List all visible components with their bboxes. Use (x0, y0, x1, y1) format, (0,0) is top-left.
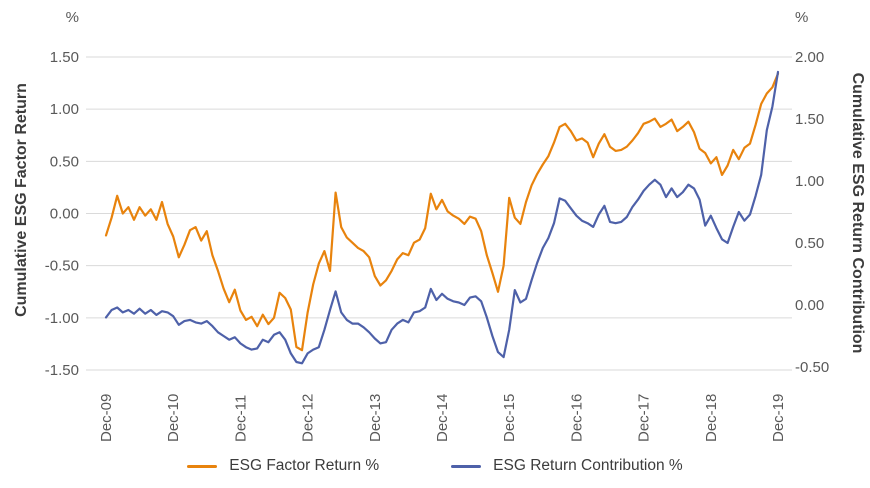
x-axis-tick: Dec-11 (232, 395, 249, 442)
x-axis-tick: Dec-18 (703, 394, 720, 442)
x-axis-tick: Dec-14 (434, 394, 451, 442)
esg-return-contribution-line-icon (451, 464, 482, 468)
left-axis-tick: -1.00 (45, 310, 79, 327)
esg-factor-return-line (104, 72, 780, 352)
left-axis-tick: 0.00 (50, 206, 79, 223)
left-axis-tick: -1.50 (45, 362, 79, 379)
x-axis-tick: Dec-13 (367, 394, 384, 442)
legend-label-esg-factor-return: ESG Factor Return % (229, 457, 380, 474)
x-axis-tick: Dec-17 (636, 394, 653, 442)
right-axis-title: Cumulative ESG Return Contribution (849, 73, 866, 354)
x-axis-tick: Dec-16 (568, 394, 585, 442)
left-axis-tick: 1.00 (50, 101, 79, 118)
legend-label-esg-return-contribution: ESG Return Contribution % (493, 457, 683, 474)
right-axis-tick-labels: 2.00 1.50 1.00 0.50 0.00 -0.50 (795, 49, 829, 376)
left-axis-tick: 0.50 (50, 153, 79, 170)
legend-item-esg-return-contribution: ESG Return Contribution % (451, 457, 683, 475)
series-lines (104, 70, 780, 365)
left-axis-unit: % (66, 9, 79, 26)
x-axis-tick: Dec-15 (501, 394, 518, 442)
x-axis-tick: Dec-09 (98, 394, 115, 442)
x-axis-tick: Dec-10 (165, 394, 182, 442)
legend-item-esg-factor-return: ESG Factor Return % (187, 457, 379, 475)
right-axis-tick: 1.50 (795, 111, 824, 128)
x-axis-tick-labels: Dec-09 Dec-10 Dec-11 Dec-12 Dec-13 Dec-14 Dec-… (98, 394, 787, 442)
legend: ESG Factor Return % ESG Return Contribut… (0, 450, 870, 482)
left-axis-tick: -0.50 (45, 258, 79, 275)
left-axis-tick-labels: 1.50 1.00 0.50 0.00 -0.50 -1.00 -1.50 (45, 49, 79, 379)
right-axis-tick: 0.50 (795, 235, 824, 252)
right-axis-unit: % (795, 9, 808, 26)
x-axis-tick: Dec-19 (770, 394, 787, 442)
right-axis-tick: -0.50 (795, 359, 829, 376)
right-axis-tick: 2.00 (795, 49, 824, 66)
esg-factor-return-line-icon (187, 464, 218, 468)
esg-return-contribution-line (104, 70, 780, 365)
gridlines (86, 56, 792, 371)
right-axis-tick: 0.00 (795, 297, 824, 314)
left-axis-tick: 1.50 (50, 49, 79, 66)
left-axis-title: Cumulative ESG Factor Return (13, 83, 30, 317)
x-axis-tick: Dec-12 (300, 394, 317, 442)
right-axis-tick: 1.00 (795, 173, 824, 190)
